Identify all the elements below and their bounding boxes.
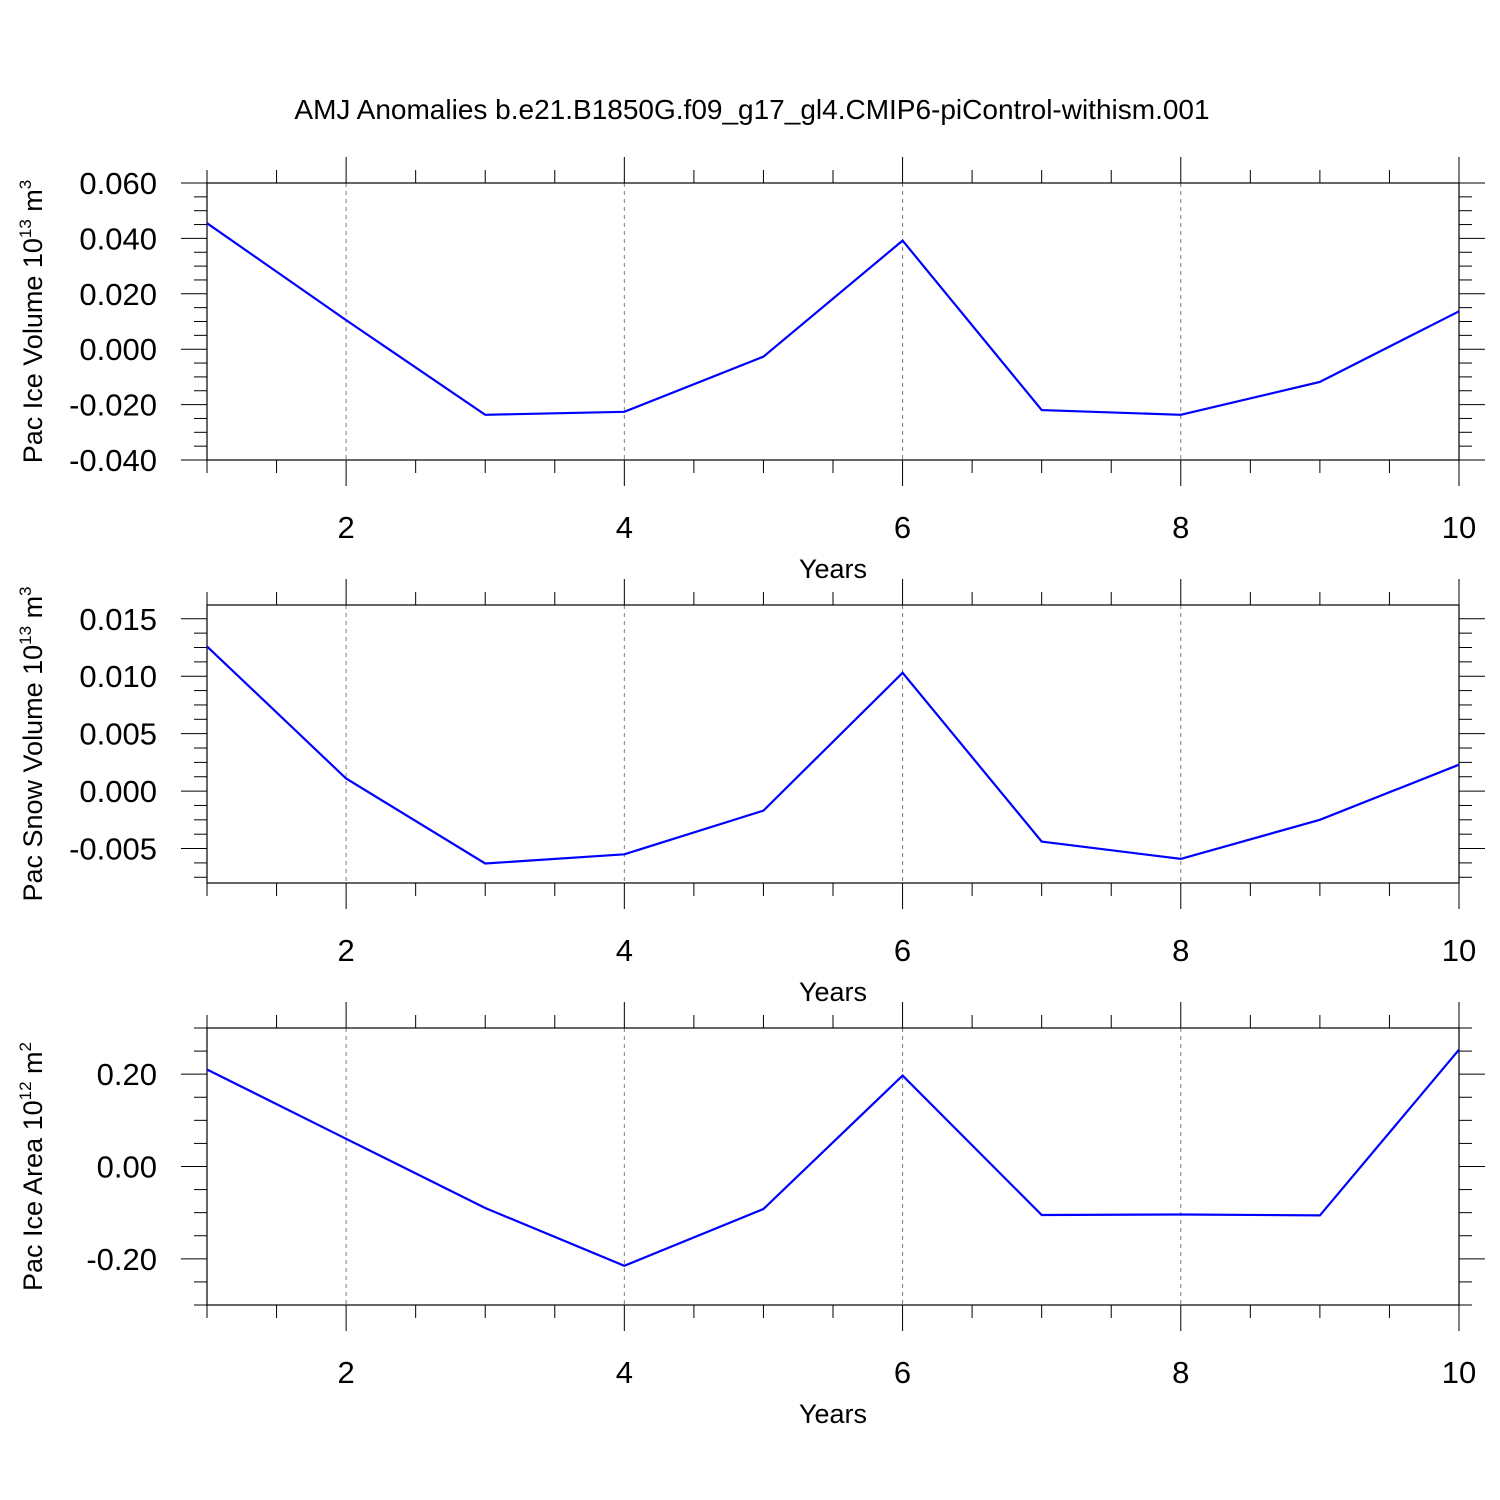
x-tick-label: 4 xyxy=(616,933,633,968)
x-axis-title: Years xyxy=(799,977,867,1007)
y-axis-title-part: Pac Ice Volume 10 xyxy=(18,238,48,463)
x-axis-title: Years xyxy=(799,1399,867,1429)
x-tick-label: 8 xyxy=(1172,933,1189,968)
plot-frame xyxy=(206,604,1460,884)
y-axis-title-part: 3 xyxy=(16,586,35,595)
series-line xyxy=(206,645,1460,865)
y-axis-title-part: m xyxy=(18,596,48,626)
y-tick-label: 0.015 xyxy=(79,602,157,637)
x-tick-label: 10 xyxy=(1442,933,1476,968)
series-line xyxy=(206,1048,1460,1267)
y-axis-title-part: Pac Ice Area 10 xyxy=(18,1100,48,1291)
y-tick-label: -0.040 xyxy=(69,443,157,478)
y-axis-title-part: 12 xyxy=(16,1081,35,1100)
plot-frame xyxy=(206,182,1460,461)
y-tick-label: 0.005 xyxy=(79,717,157,752)
y-tick-label: 0.00 xyxy=(97,1150,157,1185)
y-axis-title-part: 3 xyxy=(16,180,35,189)
y-axis-title-part: Pac Snow Volume 10 xyxy=(18,645,48,902)
y-tick-label: 0.060 xyxy=(79,166,157,201)
y-axis-title-part: 2 xyxy=(16,1042,35,1051)
x-tick-label: 10 xyxy=(1442,1355,1476,1390)
y-axis-title-part: 13 xyxy=(16,626,35,645)
x-tick-label: 8 xyxy=(1172,1355,1189,1390)
panels: -0.040 -0.020 0.000 0.020 0.040 0.060 2 4 6 8 10 Ye… xyxy=(16,157,1485,1429)
y-tick-label: -0.20 xyxy=(86,1242,157,1277)
y-axis-title: Pac Snow Volume 1013 m3 xyxy=(16,586,48,901)
x-tick-label: 2 xyxy=(337,510,354,545)
y-tick-label: -0.020 xyxy=(69,388,157,423)
chart-title: AMJ Anomalies b.e21.B1850G.f09_g17_gl4.C… xyxy=(294,94,1209,125)
x-tick-label: 2 xyxy=(337,933,354,968)
x-tick-label: 4 xyxy=(616,510,633,545)
y-axis-title-part: m xyxy=(18,1051,48,1081)
y-tick-label: 0.040 xyxy=(79,221,157,256)
series-line xyxy=(206,222,1460,416)
y-tick-label: 0.020 xyxy=(79,277,157,312)
x-tick-label: 6 xyxy=(894,933,911,968)
x-tick-label: 6 xyxy=(894,1355,911,1390)
panel-2: -0.005 0.000 0.005 0.010 0.015 2 4 6 8 10 Years Pac… xyxy=(16,579,1485,1007)
panel-1: -0.040 -0.020 0.000 0.020 0.040 0.060 2 4 6 8 10 Ye… xyxy=(16,157,1485,584)
x-tick-label: 2 xyxy=(337,1355,354,1390)
y-axis-title: Pac Ice Area 1012 m2 xyxy=(16,1042,48,1291)
x-tick-label: 6 xyxy=(894,510,911,545)
y-tick-label: 0.010 xyxy=(79,659,157,694)
x-axis-title: Years xyxy=(799,554,867,584)
y-axis-title-part: m xyxy=(18,189,48,219)
y-tick-label: 0.000 xyxy=(79,332,157,367)
y-axis-title: Pac Ice Volume 1013 m3 xyxy=(16,180,48,464)
x-tick-label: 8 xyxy=(1172,510,1189,545)
x-tick-label: 4 xyxy=(616,1355,633,1390)
y-axis-title-part: 13 xyxy=(16,219,35,238)
y-tick-label: 0.20 xyxy=(97,1057,157,1092)
plot-frame xyxy=(206,1027,1460,1306)
panel-3: -0.20 0.00 0.20 2 4 6 8 10 Years Pac Ice Area 101… xyxy=(16,1002,1485,1429)
y-tick-label: -0.005 xyxy=(69,832,157,867)
y-tick-label: 0.000 xyxy=(79,774,157,809)
x-tick-label: 10 xyxy=(1442,510,1476,545)
